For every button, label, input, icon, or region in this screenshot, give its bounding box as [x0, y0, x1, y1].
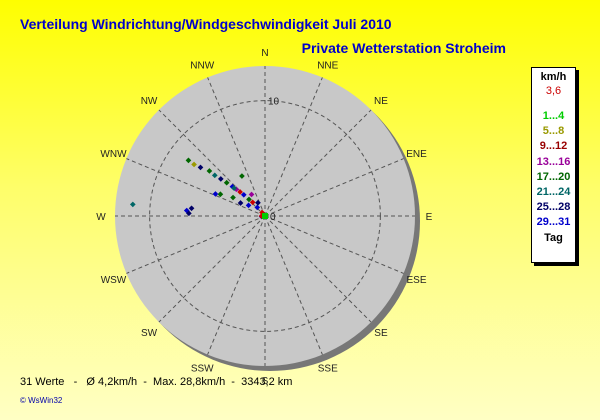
- legend-items: 1...4 5...8 9...12 13...16 17...20 21...24 25.…: [532, 109, 575, 246]
- data-point: [223, 179, 230, 186]
- direction-spoke: [264, 215, 372, 323]
- data-point: [237, 200, 244, 206]
- legend-header: km/h: [540, 71, 567, 83]
- direction-label: WNW: [100, 149, 127, 160]
- data-point: [185, 157, 192, 164]
- data-point: [206, 168, 213, 174]
- direction-label: S: [262, 376, 269, 387]
- data-point: [217, 176, 224, 182]
- legend-item: 1...4: [542, 110, 565, 122]
- data-point: [129, 201, 136, 208]
- direction-label: NNE: [317, 60, 338, 71]
- chart-subtitle: Private Wetterstation Stroheim: [301, 40, 506, 56]
- radial-tick-label: 0: [270, 212, 276, 223]
- data-point: [197, 164, 204, 171]
- data-point: [211, 172, 218, 179]
- direction-label: W: [96, 212, 106, 223]
- software-credit: © WsWin32: [20, 396, 63, 405]
- direction-spoke: [158, 215, 266, 323]
- direction-spoke: [264, 77, 323, 217]
- summary-footer: 31 Werte - Ø 4,2km/h - Max. 28,8km/h - 3…: [20, 376, 293, 388]
- direction-spoke: [264, 158, 404, 217]
- direction-label: ENE: [406, 149, 427, 160]
- data-point: [230, 194, 236, 201]
- data-point: [248, 191, 255, 198]
- direction-spoke: [264, 109, 372, 217]
- legend-item: 21...24: [536, 186, 571, 199]
- data-point: [240, 191, 247, 198]
- legend-item: 5...8: [542, 125, 565, 138]
- data-point: [191, 161, 197, 168]
- direction-label: NNW: [190, 60, 214, 71]
- data-point: [212, 191, 219, 197]
- radial-tick-label: 10: [268, 97, 280, 108]
- legend-item: 13...16: [536, 155, 571, 168]
- direction-label: SSW: [191, 364, 214, 375]
- legend-item: 25...28: [536, 201, 571, 214]
- data-point: [239, 173, 245, 179]
- legend-item: 9...12: [539, 140, 568, 153]
- data-point: [217, 191, 224, 198]
- direction-label: NW: [141, 96, 158, 107]
- legend-item: 17...20: [536, 170, 571, 183]
- direction-label: N: [261, 48, 268, 59]
- direction-label: ESE: [407, 275, 427, 286]
- data-point: [186, 210, 192, 217]
- data-point: [188, 205, 195, 212]
- direction-spoke: [264, 215, 323, 355]
- direction-label: E: [426, 212, 433, 223]
- data-point: [246, 196, 252, 203]
- data-point: [245, 202, 252, 209]
- direction-label: NE: [374, 96, 388, 107]
- data-point: [254, 204, 261, 211]
- speed-legend: km/h 3,6 1...4 5...8 9...12 13...16 17...20 2…: [531, 67, 576, 263]
- direction-label: SE: [374, 328, 388, 339]
- direction-spoke: [126, 158, 266, 217]
- direction-spoke: [264, 215, 404, 274]
- legend-item: 29...31: [536, 216, 571, 229]
- data-point: [237, 189, 243, 195]
- data-point: [231, 185, 237, 192]
- direction-label: SSE: [318, 364, 338, 375]
- data-point: [249, 199, 256, 206]
- data-point: [262, 213, 268, 219]
- direction-label: SW: [141, 328, 158, 339]
- direction-spoke: [207, 215, 266, 355]
- direction-label: WSW: [101, 275, 127, 286]
- legend-subheader: 3,6: [545, 85, 562, 97]
- chart-title: Verteilung Windrichtung/Windgeschwindigk…: [20, 16, 392, 32]
- direction-spoke: [126, 215, 266, 274]
- direction-spoke: [207, 77, 266, 217]
- legend-item: Tag: [544, 231, 563, 244]
